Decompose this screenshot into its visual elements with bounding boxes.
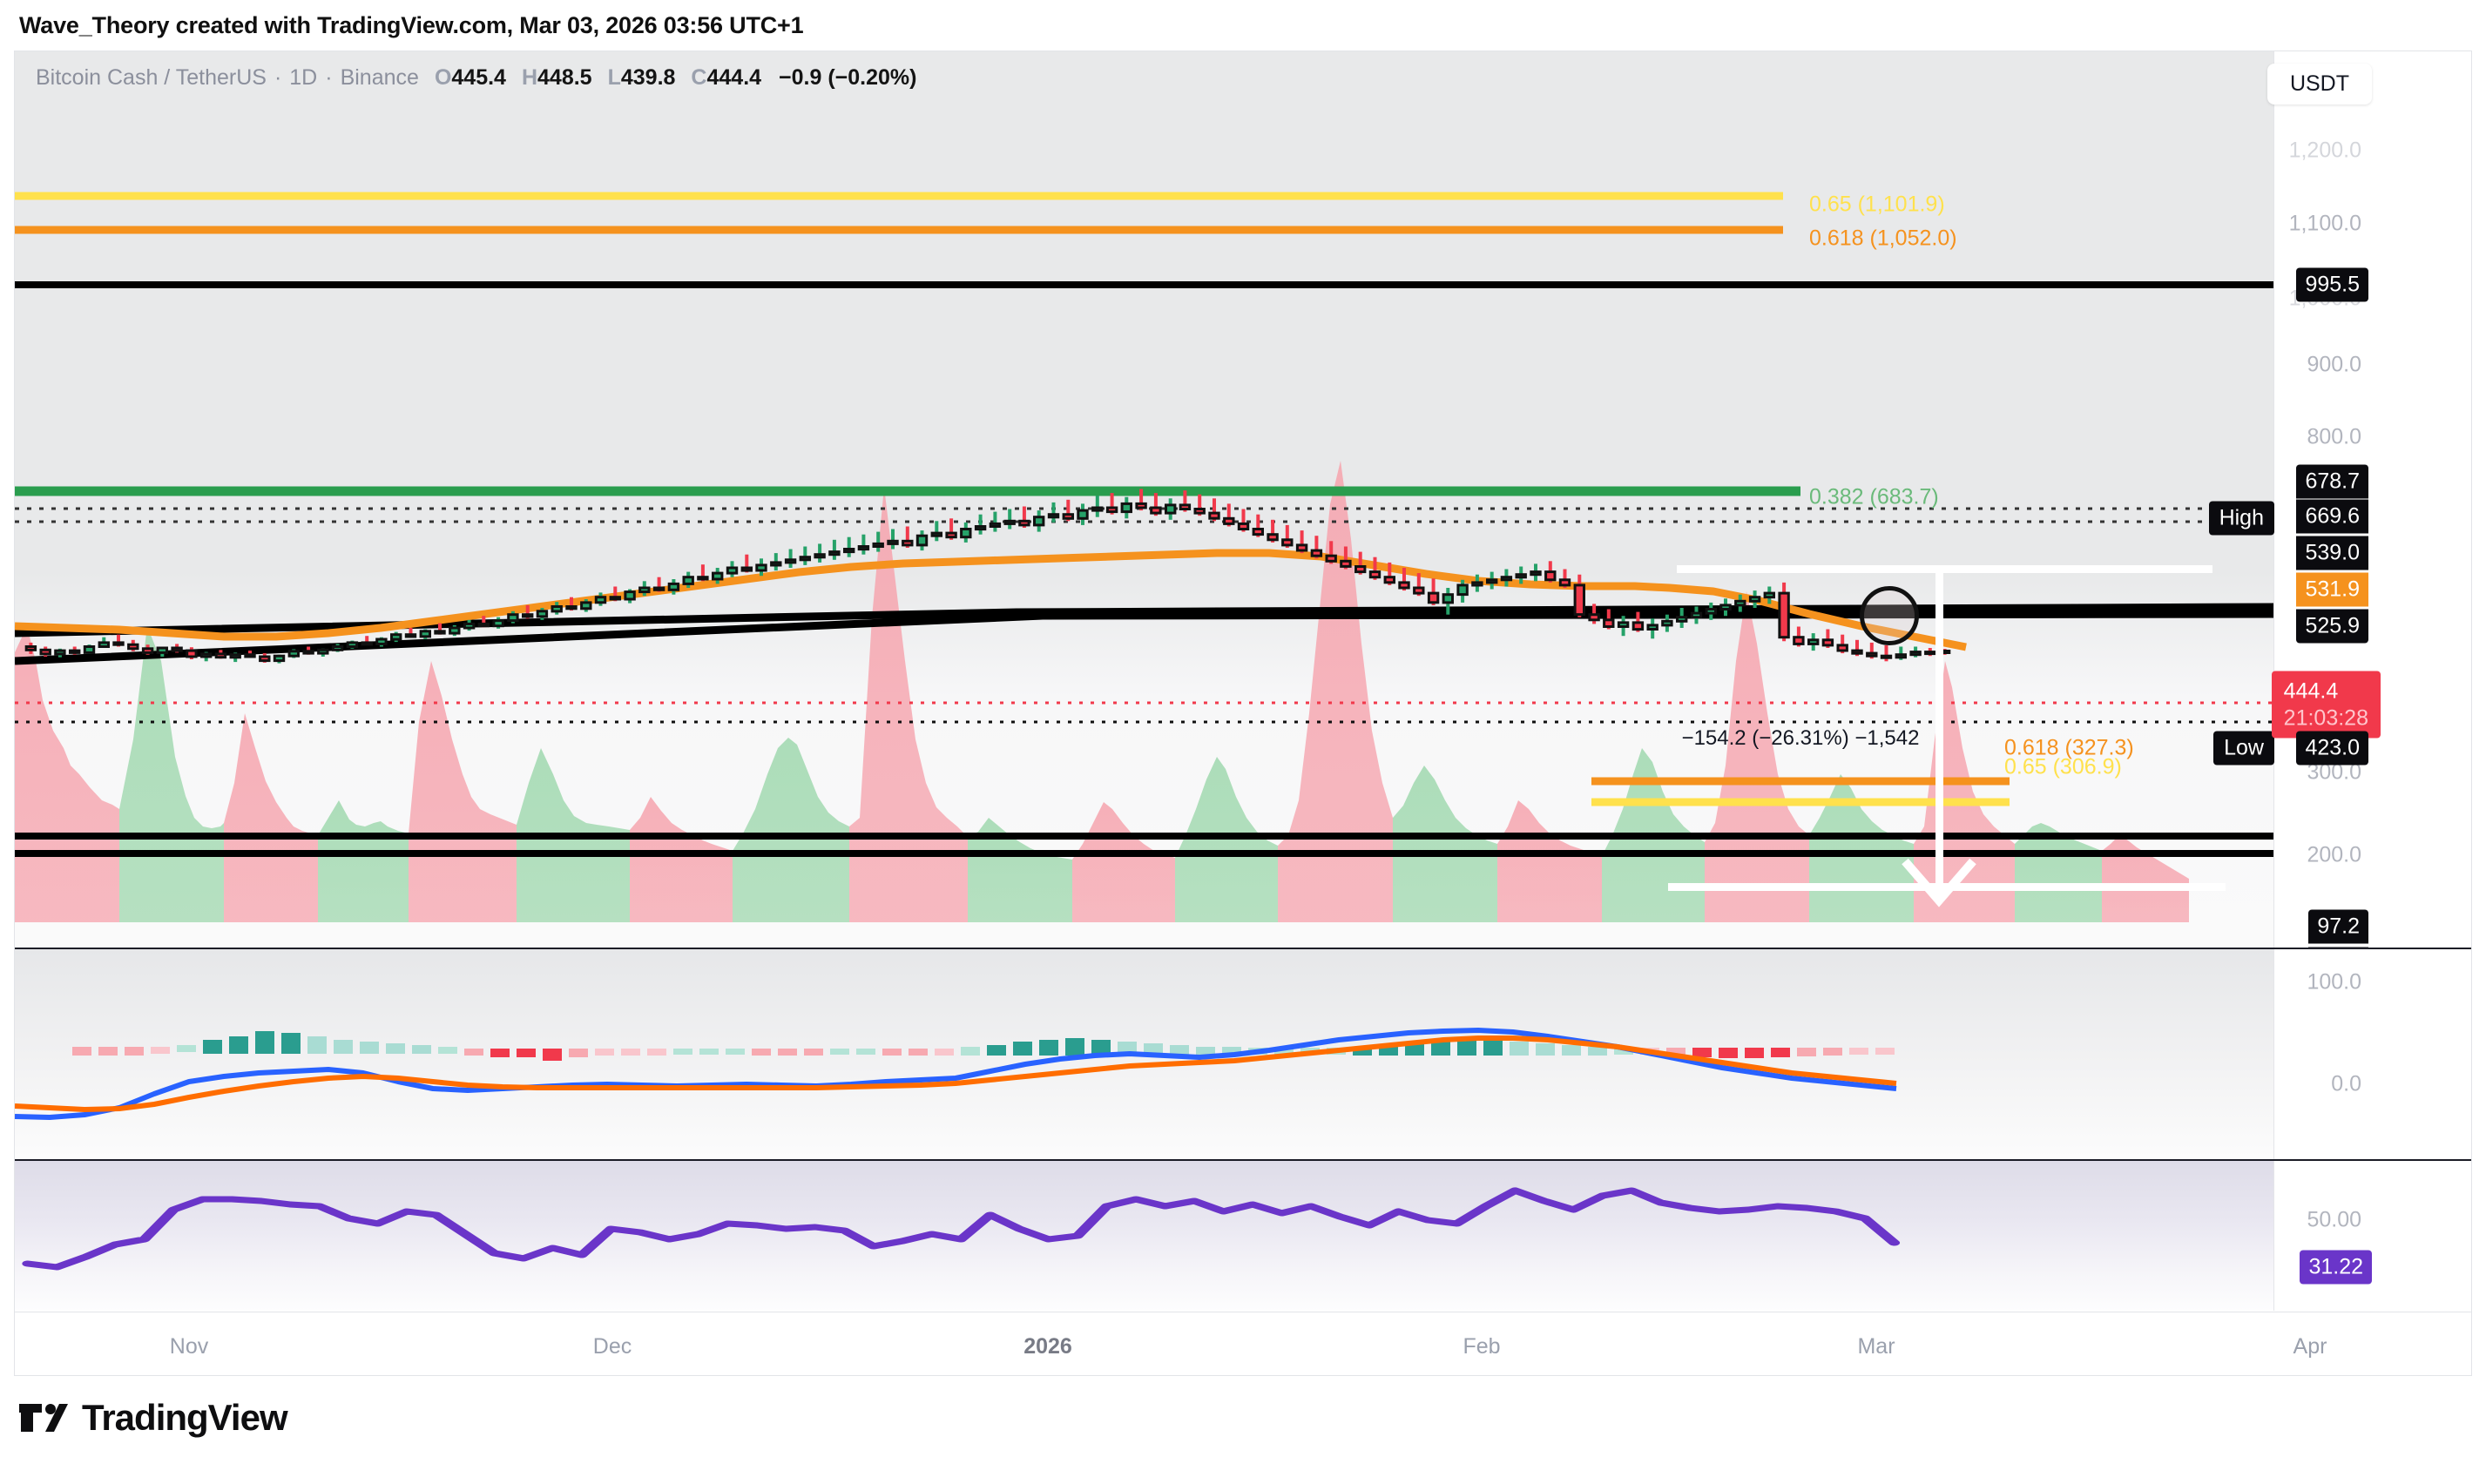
- price-tick: 800.0: [2307, 424, 2361, 449]
- legend-dot: ·: [325, 65, 333, 90]
- legend-symbol[interactable]: Bitcoin Cash / TetherUS: [36, 65, 267, 90]
- time-label: 2026: [1023, 1334, 1072, 1359]
- last-price-value: 444.4: [2283, 678, 2339, 704]
- legend-low-label: L: [607, 65, 621, 90]
- legend-open-label: O: [434, 65, 452, 90]
- fib-label-0382: 0.382 (683.7): [1809, 484, 1939, 509]
- tradingview-wordmark: TradingView: [82, 1397, 288, 1438]
- low-tag: Low: [2213, 731, 2274, 766]
- price-label-531: 531.9: [2296, 572, 2368, 607]
- fib-label-0618-low: 0.618 (327.3): [2004, 735, 2134, 760]
- rsi-pane[interactable]: 50.00 31.22: [15, 1161, 2471, 1311]
- page-title: Wave_Theory created with TradingView.com…: [19, 11, 804, 38]
- pane-divider-macd-rsi[interactable]: [15, 1159, 2471, 1161]
- macd-tick: 0.0: [2331, 1071, 2361, 1096]
- price-label-539: 539.0: [2296, 536, 2368, 570]
- measure-tool: [1668, 565, 2226, 907]
- legend-low-value: 439.8: [620, 65, 676, 90]
- legend-close-label: C: [691, 65, 707, 90]
- rsi-last-value-label: 31.22: [2300, 1250, 2372, 1285]
- chart-legend[interactable]: Bitcoin Cash / TetherUS · 1D · Binance O…: [36, 65, 916, 91]
- macd-signal-line: [15, 1035, 1897, 1112]
- rsi-series-svg: [22, 1187, 1901, 1271]
- fib-label-065-high: 0.65 (1,101.9): [1809, 192, 1945, 217]
- tradingview-logo-icon: [19, 1400, 68, 1435]
- macd-scale[interactable]: 100.0 0.0: [2274, 949, 2471, 1160]
- fib-label-0618-high: 0.618 (1,052.0): [1809, 226, 1957, 251]
- page-header: Wave_Theory created with TradingView.com…: [0, 0, 2486, 51]
- legend-interval[interactable]: 1D: [289, 65, 318, 90]
- rsi-tick: 50.00: [2307, 1207, 2361, 1232]
- rsi-pane-background: [15, 1161, 2274, 1311]
- rsi-line: [22, 1187, 1901, 1271]
- countdown-timer: 21:03:28: [2283, 705, 2368, 730]
- measurement-label: −154.2 (−26.31%) −1,542: [1681, 726, 1920, 750]
- legend-open-value: 445.4: [451, 65, 506, 90]
- price-scale-divider: [2273, 51, 2274, 948]
- legend-change: −0.9 (−0.20%): [779, 65, 917, 90]
- price-tick: 1,200.0: [2288, 138, 2361, 163]
- moving-average-line: [15, 549, 1967, 651]
- time-label: Dec: [592, 1334, 632, 1359]
- time-label: Feb: [1463, 1334, 1501, 1359]
- time-label: Mar: [1857, 1334, 1895, 1359]
- currency-badge[interactable]: USDT: [2266, 64, 2372, 105]
- rsi-scale[interactable]: 50.00 31.22: [2274, 1161, 2471, 1311]
- price-label-423: 423.0: [2296, 731, 2368, 766]
- price-series-svg: [15, 192, 2274, 922]
- last-price-label: 444.4 21:03:28: [2271, 671, 2381, 739]
- macd-pane[interactable]: 100.0 0.0: [15, 949, 2471, 1160]
- macd-series-svg: [15, 1028, 1897, 1120]
- price-label-525: 525.9: [2296, 609, 2368, 644]
- chart-container[interactable]: −154.2 (−26.31%) −1,542 0.65 (1,101.9) 0…: [14, 51, 2472, 1376]
- price-tick: 900.0: [2307, 352, 2361, 377]
- volume-label-97: 97.2: [2308, 909, 2368, 944]
- price-pane[interactable]: −154.2 (−26.31%) −1,542 0.65 (1,101.9) 0…: [15, 51, 2471, 948]
- legend-close-value: 444.4: [706, 65, 762, 90]
- pane-divider-price-macd[interactable]: [15, 948, 2471, 949]
- price-label-995: 995.5: [2296, 267, 2368, 302]
- price-label-669: 669.6: [2296, 499, 2368, 534]
- footer-branding: TradingView: [19, 1397, 288, 1439]
- legend-exchange[interactable]: Binance: [340, 65, 419, 90]
- time-label: Nov: [169, 1334, 209, 1359]
- circle-annotation[interactable]: [1860, 586, 1919, 645]
- time-label: Apr: [2293, 1334, 2327, 1359]
- fib-label-065-low: 0.65 (306.9): [2004, 754, 2122, 779]
- legend-high-value: 448.5: [537, 65, 592, 90]
- trendline-upper: [15, 603, 2274, 637]
- price-scale[interactable]: USDT 1,200.0 1,100.0 1,000.0 900.0 800.0…: [2208, 51, 2471, 948]
- macd-tick: 100.0: [2307, 969, 2361, 995]
- candlestick-series: [24, 489, 1951, 664]
- high-tag: High: [2208, 501, 2274, 536]
- volume-tick: 200.0: [2307, 842, 2361, 867]
- price-tick: 1,100.0: [2288, 211, 2361, 236]
- rsi-scale-divider: [2273, 1161, 2274, 1311]
- legend-high-label: H: [521, 65, 538, 90]
- legend-dot: ·: [274, 65, 282, 90]
- macd-scale-divider: [2273, 949, 2274, 1160]
- time-axis[interactable]: Nov Dec 2026 Feb Mar Apr: [15, 1312, 2471, 1375]
- price-label-678: 678.7: [2296, 464, 2368, 499]
